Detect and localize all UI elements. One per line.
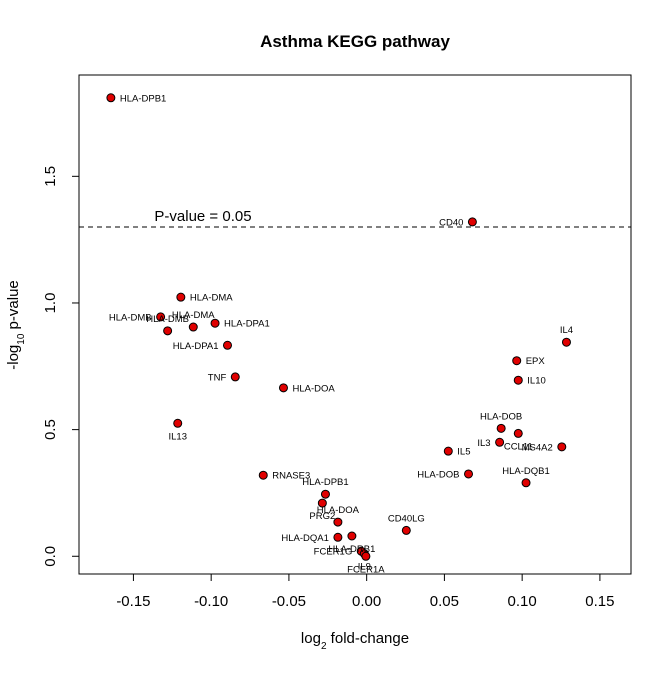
data-point [258,470,268,480]
point-label: HLA-DMA [190,293,233,304]
x-tick-label: -0.15 [116,593,150,610]
point-label: TNF [208,372,227,383]
data-point [513,428,523,438]
data-point [222,340,232,350]
y-axis-title: -log10 p-value [5,280,27,370]
data-point [467,217,477,227]
point-label: HLA-DOA [292,383,335,394]
data-point [561,337,571,347]
point-label: HLA-DMA [172,310,215,321]
point-label: CCL11 [504,441,533,452]
data-point [347,531,357,541]
point-label: RNASE3 [272,471,310,482]
point-label: IL4 [560,325,573,336]
data-point [156,312,166,322]
point-label: HLA-DPB1 [302,477,348,488]
data-point [401,525,411,535]
point-label: HLA-DPB1 [120,93,166,104]
x-tick-label: 0.00 [352,593,381,610]
data-point [210,318,220,328]
threshold: P-value = 0.05 [79,208,631,228]
threshold-label: P-value = 0.05 [154,208,251,225]
data-point [278,383,288,393]
x-tick-label: -0.05 [272,593,306,610]
data-point [188,322,198,332]
data-point [320,489,330,499]
data-points [106,93,571,561]
data-point [443,446,453,456]
data-point [512,356,522,366]
data-point [464,469,474,479]
x-tick-label: 0.10 [508,593,537,610]
point-label: FCER1G [314,547,353,558]
point-label: HLA-DPA1 [173,341,219,352]
y-tick-label: 1.5 [42,166,59,187]
point-label: IL9 [358,562,371,573]
x-tick-label: 0.05 [430,593,459,610]
y-tick-label: 0.0 [42,546,59,567]
point-labels: HLA-DPB1CD40HLA-DMAHLA-DMBHLA-DMBHLA-DMA… [109,93,573,575]
data-point [333,532,343,542]
data-point [106,93,116,103]
y-axis: 0.0 0.5 1.0 1.5 [42,166,80,567]
data-point [333,517,343,527]
y-tick-label: 0.5 [42,419,59,440]
data-point [173,418,183,428]
point-label: IL3 [477,438,490,449]
point-label: EPX [526,356,546,367]
y-tick-label: 1.0 [42,293,59,314]
data-point [496,423,506,433]
point-label: HLA-DMB [109,312,152,323]
x-tick-label: -0.10 [194,593,228,610]
x-axis-title: log2 fold-change [301,630,409,652]
data-point [361,551,371,561]
data-point [163,326,173,336]
point-label: CD40 [439,217,463,228]
point-label: HLA-DOA [317,505,360,516]
point-label: HLA-DOB [480,411,522,422]
chart-title: Asthma KEGG pathway [260,32,450,51]
point-label: MS4A2 [522,442,553,453]
point-label: HLA-DQB1 [502,466,550,477]
x-tick-label: 0.15 [585,593,614,610]
point-label: PRG2 [309,511,335,522]
point-label: CD40LG [388,513,425,524]
data-point [557,442,567,452]
point-label: IL5 [457,447,470,458]
point-label: HLA-DPA1 [224,319,270,330]
point-label: HLA-DQA1 [281,533,329,544]
point-label: HLA-DOB [417,469,459,480]
data-point [513,375,523,385]
data-point [230,372,240,382]
point-label: FCER1A [347,564,385,575]
data-point [521,478,531,488]
point-label: IL13 [168,431,187,442]
point-label: IL10 [527,376,546,387]
x-axis: -0.15 -0.10 -0.05 0.00 0.05 0.10 0.15 [116,573,615,610]
data-point [317,498,327,508]
data-point [495,437,505,447]
point-label: HLA-DRB1 [328,544,375,555]
data-point [176,292,186,302]
point-label: HLA-DMB [146,314,189,325]
